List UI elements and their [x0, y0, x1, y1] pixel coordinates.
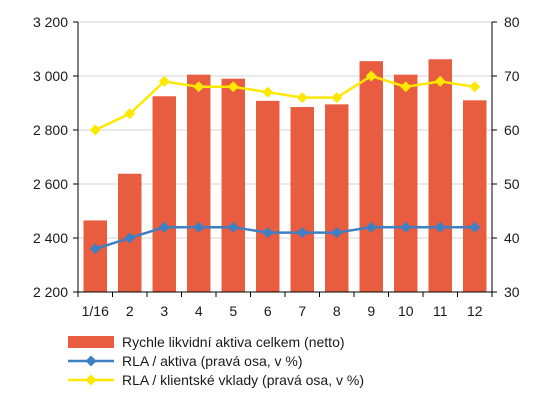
- x-tick-label: 6: [264, 303, 272, 319]
- left-tick-label: 2 800: [33, 122, 68, 138]
- bar: [359, 61, 383, 293]
- legend-swatch: [68, 336, 114, 348]
- series-point: [365, 70, 377, 82]
- x-tick-label: 12: [467, 303, 483, 319]
- bar: [428, 59, 452, 293]
- left-tick-label: 3 200: [33, 14, 68, 30]
- legend-marker: [85, 374, 97, 386]
- series-point: [400, 81, 412, 93]
- left-tick-label: 3 000: [33, 68, 68, 84]
- series-point: [193, 221, 205, 233]
- series-point: [124, 232, 136, 244]
- series-point: [124, 108, 136, 120]
- series-point: [193, 81, 205, 93]
- series-point: [158, 221, 170, 233]
- series-point: [469, 81, 481, 93]
- bar: [187, 74, 211, 293]
- series-point: [296, 92, 308, 104]
- series-point: [227, 221, 239, 233]
- bar: [256, 100, 280, 292]
- bar: [394, 74, 418, 293]
- right-tick-label: 40: [504, 230, 520, 246]
- series-point: [400, 221, 412, 233]
- series-line: [94, 74, 475, 132]
- legend-label: RLA / klientské vklady (pravá osa, v %): [122, 372, 364, 388]
- right-tick-label: 60: [504, 122, 520, 138]
- x-tick-label: 4: [195, 303, 203, 319]
- bar: [83, 220, 107, 292]
- x-tick-label: 3: [160, 303, 168, 319]
- x-tick-label: 9: [367, 303, 375, 319]
- legend: Rychle likvidní aktiva celkem (netto) RLA…: [68, 334, 364, 388]
- legend-label: Rychle likvidní aktiva celkem (netto): [122, 334, 345, 350]
- x-tick-label: 10: [398, 303, 414, 319]
- grid-layer: [78, 21, 492, 239]
- x-tick-label: 11: [433, 303, 448, 319]
- series-point: [89, 124, 101, 136]
- left-tick-label: 2 600: [33, 176, 68, 192]
- series-point: [331, 227, 343, 239]
- legend-marker: [85, 355, 97, 367]
- series-point: [469, 221, 481, 233]
- series-point: [227, 81, 239, 93]
- right-tick-label: 80: [504, 14, 520, 30]
- right-tick-label: 70: [504, 68, 520, 84]
- series-point: [296, 227, 308, 239]
- left-tick-label: 2 200: [33, 284, 68, 300]
- series-point: [262, 86, 274, 98]
- axis-layer: 2 200 2 400 2 600 2 800 3 000 3 200 30 40 50 60 70…: [33, 14, 520, 319]
- x-tick-label: 8: [333, 303, 341, 319]
- series-point: [365, 221, 377, 233]
- bar: [290, 107, 314, 292]
- series-point: [331, 92, 343, 104]
- series-line: [94, 225, 475, 250]
- line-layer: [89, 70, 481, 255]
- bar: [152, 96, 176, 292]
- x-tick-label: 5: [229, 303, 237, 319]
- bar-layer: [83, 59, 487, 293]
- right-tick-label: 50: [504, 176, 520, 192]
- x-tick-label: 7: [298, 303, 306, 319]
- left-tick-label: 2 400: [33, 230, 68, 246]
- x-tick-label: 1/16: [82, 303, 109, 319]
- x-tick-label: 2: [126, 303, 134, 319]
- series-point: [434, 221, 446, 233]
- series-point: [262, 227, 274, 239]
- series-point: [158, 75, 170, 87]
- right-tick-label: 30: [504, 284, 520, 300]
- series-point: [434, 75, 446, 87]
- bar: [221, 78, 245, 292]
- legend-label: RLA / aktiva (pravá osa, v %): [122, 353, 303, 369]
- bar: [463, 100, 487, 292]
- series-point: [89, 243, 101, 255]
- bar: [325, 104, 349, 292]
